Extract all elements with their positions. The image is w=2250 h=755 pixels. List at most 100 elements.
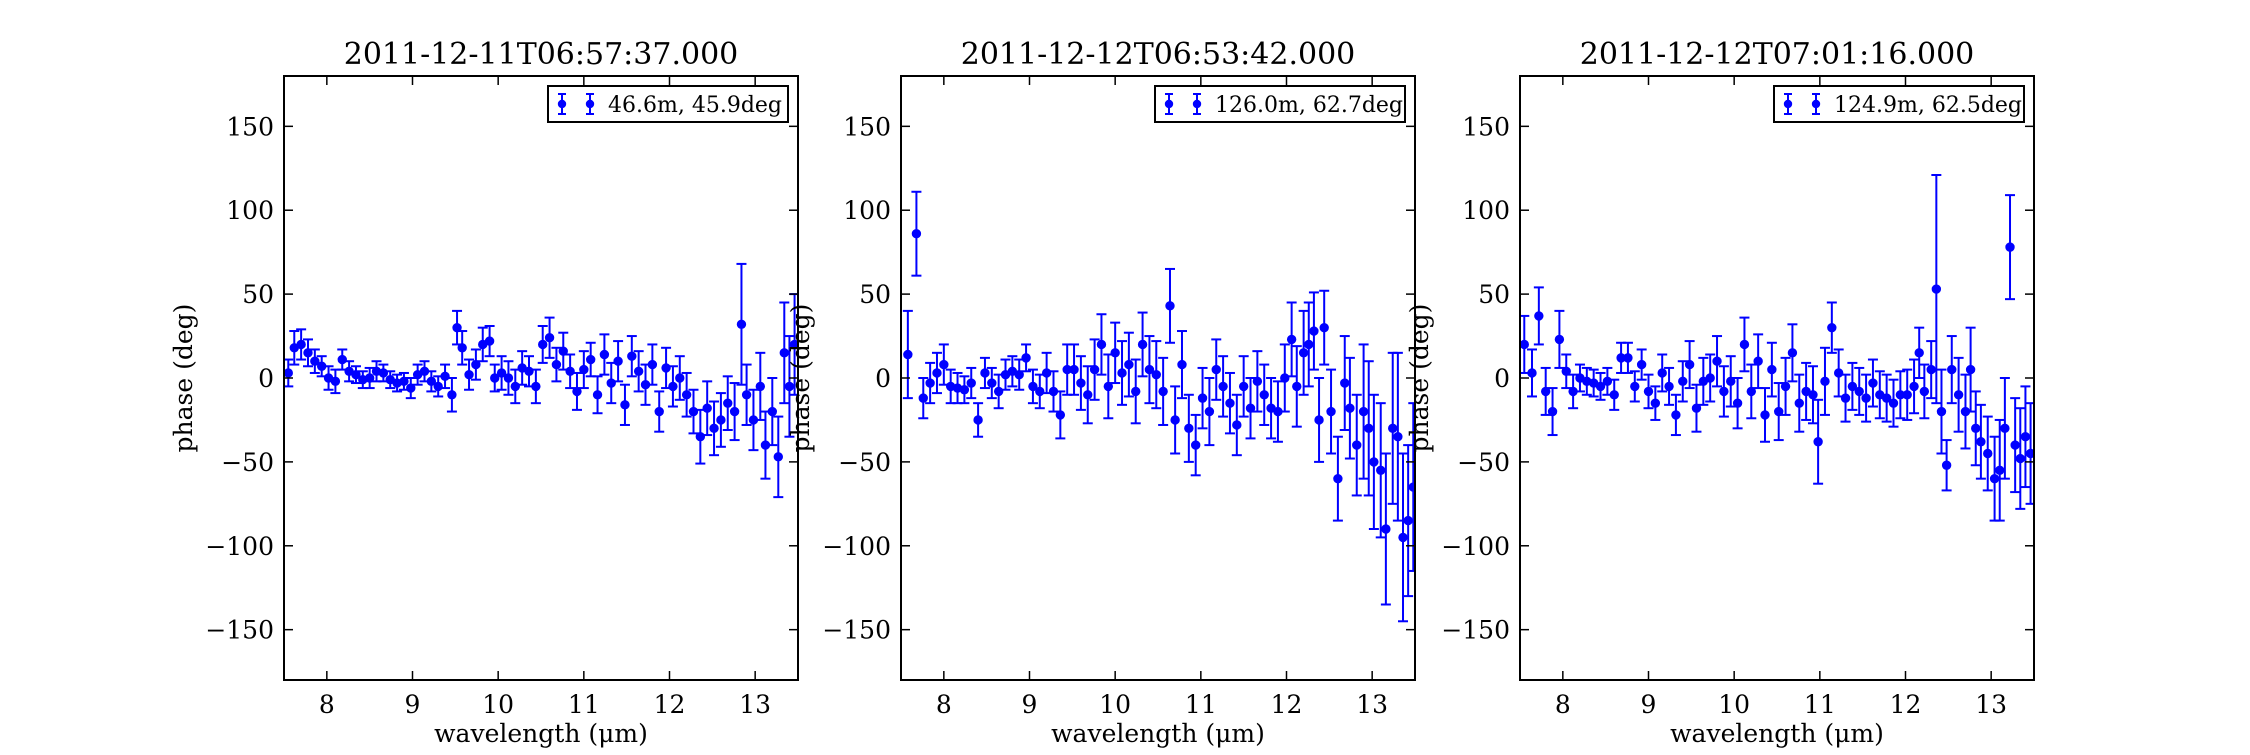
data-point — [716, 415, 726, 425]
data-point — [1643, 386, 1654, 397]
x-tick-label: 13 — [1975, 690, 2007, 719]
y-tick-label: 0 — [1494, 364, 1510, 393]
data-point — [1971, 423, 1981, 434]
data-point — [1657, 368, 1667, 378]
data-point — [1021, 353, 1031, 363]
data-point — [1989, 473, 2000, 484]
data-point — [544, 333, 555, 343]
data-point — [702, 403, 712, 413]
data-point — [1345, 403, 1355, 413]
data-point — [613, 356, 623, 366]
chart-panel-3: 8 9 10 11 12 13 150 100 50 0 −50 −100 −150 2011-12-12… — [1405, 37, 2035, 748]
data-point — [1739, 339, 1750, 350]
data-point — [572, 386, 582, 397]
data-point — [378, 368, 389, 378]
x-tick-label: 12 — [1271, 690, 1303, 719]
data-point — [1137, 339, 1148, 350]
data-point — [1919, 386, 1930, 397]
y-tick-label: −150 — [205, 616, 274, 645]
y-tick-label: −150 — [822, 616, 891, 645]
y-tick-label: −50 — [838, 448, 891, 477]
data-point — [2020, 432, 2031, 442]
x-axis-label: wavelength (μm) — [1670, 719, 1884, 748]
x-tick-label: 8 — [936, 690, 952, 719]
data-point — [1340, 378, 1350, 388]
legend: 126.0m, 62.7deg — [1154, 85, 1406, 123]
data-point — [1965, 364, 1976, 375]
data-point — [1808, 390, 1818, 400]
data-point — [1671, 410, 1681, 420]
data-point — [558, 346, 568, 356]
y-tick-label: 150 — [1462, 112, 1510, 141]
data-point — [1746, 386, 1757, 397]
data-layer — [1520, 173, 2034, 522]
data-point — [1352, 440, 1362, 450]
data-point — [1286, 334, 1297, 345]
data-point — [471, 359, 481, 370]
y-tick-label: 0 — [875, 364, 891, 393]
data-point — [1211, 364, 1221, 375]
legend-marker — [1192, 99, 1202, 109]
data-point — [939, 359, 949, 370]
data-point — [1292, 381, 1302, 392]
data-point — [1780, 381, 1791, 392]
data-point — [1014, 369, 1024, 380]
x-tick-label: 8 — [1555, 690, 1571, 719]
data-point — [1623, 353, 1633, 363]
data-point — [447, 390, 457, 400]
data-point — [1609, 390, 1619, 400]
data-point — [1774, 406, 1784, 417]
y-tick-label: −50 — [1457, 448, 1510, 477]
data-point — [303, 348, 313, 358]
y-tick-label: −150 — [1441, 616, 1510, 645]
data-point — [925, 378, 935, 388]
data-point — [1252, 376, 1263, 387]
data-point — [426, 376, 437, 387]
data-point — [2010, 440, 2020, 450]
data-layer — [902, 190, 1415, 623]
data-point — [903, 349, 913, 360]
data-point — [723, 398, 733, 408]
data-point — [351, 369, 361, 380]
data-point — [1280, 373, 1290, 383]
x-tick-label: 9 — [1022, 690, 1038, 719]
data-point — [1110, 348, 1120, 358]
data-point — [709, 423, 719, 434]
y-tick-label: 50 — [1478, 280, 1510, 309]
data-point — [1326, 406, 1336, 417]
data-point — [1976, 437, 1986, 447]
data-point — [1035, 386, 1045, 397]
data-point — [592, 390, 603, 400]
data-point — [1131, 386, 1141, 397]
data-point — [1760, 410, 1770, 420]
data-point — [1520, 339, 1529, 350]
y-tick-label: −100 — [1441, 532, 1510, 561]
data-point — [1541, 386, 1551, 397]
legend-entry: 46.6m, 45.9deg — [608, 93, 782, 118]
data-point — [789, 339, 798, 350]
data-point — [1259, 390, 1269, 400]
data-point — [1408, 482, 1415, 492]
data-point — [620, 400, 630, 410]
plot-area — [1520, 76, 2034, 680]
data-point — [1861, 393, 1871, 403]
legend-marker — [557, 99, 567, 109]
data-point — [1103, 381, 1114, 392]
data-point — [524, 366, 534, 376]
data-point — [1840, 393, 1851, 403]
y-tick-label: 150 — [843, 112, 891, 141]
data-point — [1314, 415, 1324, 425]
data-point — [531, 381, 541, 392]
data-point — [1083, 390, 1093, 400]
data-point — [1381, 524, 1391, 534]
data-point — [647, 359, 658, 370]
data-point — [993, 386, 1004, 397]
data-point — [551, 359, 562, 370]
data-point — [585, 354, 596, 365]
data-point — [1333, 473, 1343, 484]
data-point — [1177, 359, 1187, 370]
data-point — [1364, 423, 1374, 434]
data-point — [406, 383, 416, 393]
x-axis-label: wavelength (μm) — [434, 719, 648, 748]
